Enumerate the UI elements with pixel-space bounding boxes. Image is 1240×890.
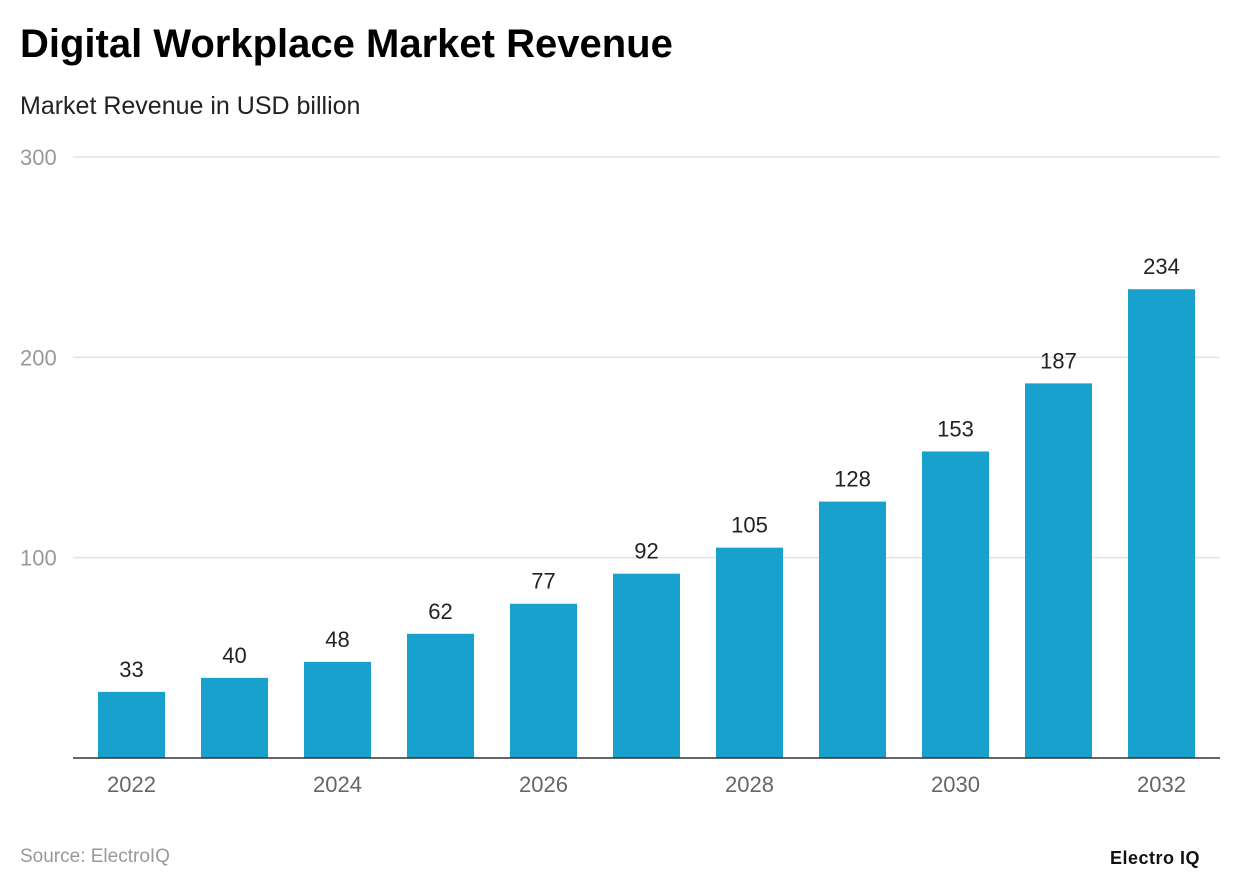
data-label: 187 [1040, 348, 1077, 373]
y-tick-label: 300 [20, 145, 57, 170]
x-tick-label: 2022 [107, 772, 156, 797]
data-label: 234 [1143, 254, 1180, 279]
bar-2027 [613, 573, 680, 758]
electroiq-logo: Electro IQ [1110, 848, 1201, 868]
data-label: 128 [834, 467, 871, 492]
data-label: 92 [634, 539, 658, 564]
bar-2026 [510, 603, 577, 758]
x-tick-label: 2024 [313, 772, 362, 797]
x-tick-label: 2026 [519, 772, 568, 797]
bar-2030 [922, 451, 989, 758]
data-label: 62 [428, 599, 452, 624]
chart-title: Digital Workplace Market Revenue [20, 22, 673, 66]
data-label: 40 [222, 643, 246, 668]
y-tick-label: 200 [20, 345, 57, 370]
bar-2025 [407, 633, 474, 758]
bar-2022 [98, 691, 165, 758]
x-tick-label: 2028 [725, 772, 774, 797]
bar-2028 [716, 547, 783, 758]
bar-2029 [819, 501, 886, 758]
bar-2023 [201, 677, 268, 758]
source-note: Source: ElectroIQ [20, 846, 170, 867]
bar-2024 [304, 661, 371, 758]
data-label: 33 [119, 657, 143, 682]
x-tick-label: 2032 [1137, 772, 1186, 797]
y-tick-label: 100 [20, 546, 57, 571]
data-label: 153 [937, 416, 974, 441]
bar-2031 [1025, 383, 1092, 758]
x-tick-label: 2030 [931, 772, 980, 797]
data-label: 105 [731, 513, 768, 538]
data-label: 48 [325, 627, 349, 652]
chart-subtitle: Market Revenue in USD billion [20, 92, 361, 120]
bar-2032 [1128, 289, 1195, 758]
data-label: 77 [531, 569, 555, 594]
